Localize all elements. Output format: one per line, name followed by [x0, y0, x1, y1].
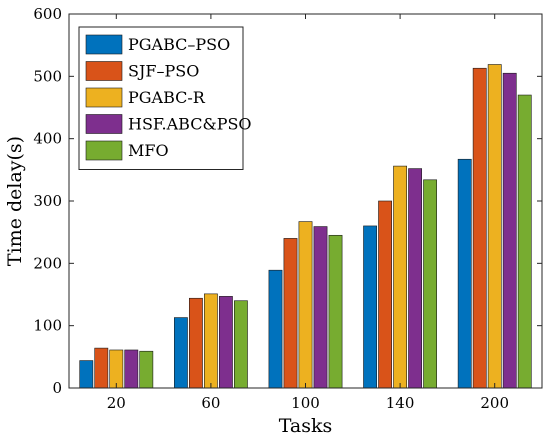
- y-axis-ticks: 0 100 200 300 400 500 600: [33, 5, 542, 397]
- bar: [472, 67, 487, 389]
- bar: [174, 317, 188, 389]
- y-tick-label: 600: [33, 5, 62, 23]
- x-tick-label: 20: [107, 394, 126, 412]
- bar: [189, 297, 203, 389]
- bar: [313, 226, 328, 389]
- bar: [139, 350, 154, 389]
- legend-swatch: [85, 114, 123, 134]
- legend-swatch: [85, 34, 123, 55]
- x-axis-ticks: 20 60 100 140 200: [107, 14, 509, 412]
- y-tick-label: 0: [52, 379, 62, 397]
- bar: [204, 293, 218, 389]
- x-tick-label: 100: [291, 394, 320, 412]
- legend-entry: PGABC-R: [128, 88, 206, 107]
- x-axis-label: Tasks: [279, 415, 333, 437]
- bar: [378, 200, 392, 389]
- y-axis-label: Time delay(s): [4, 136, 26, 266]
- y-tick-label: 200: [33, 254, 62, 272]
- bar: [124, 349, 139, 389]
- legend-swatch: [85, 61, 123, 81]
- x-tick-label: 200: [480, 394, 509, 412]
- bar: [363, 225, 377, 389]
- y-tick-label: 100: [33, 317, 62, 335]
- y-tick-label: 300: [33, 192, 62, 210]
- bars-group: [79, 64, 532, 389]
- bar: [94, 347, 109, 389]
- bar: [393, 165, 407, 389]
- bar: [408, 168, 422, 389]
- legend-swatch: [85, 140, 123, 161]
- bar: [109, 349, 124, 389]
- bar: [502, 72, 517, 389]
- bar: [79, 360, 94, 389]
- y-tick-label: 500: [33, 67, 62, 85]
- bar: [517, 94, 532, 389]
- legend-entry: HSF.ABC&PSO: [128, 115, 252, 134]
- bar: [298, 221, 313, 389]
- bar: [283, 238, 298, 389]
- bar: [457, 158, 472, 389]
- x-tick-label: 60: [201, 394, 220, 412]
- legend: PGABC–PSO SJF–PSO PGABC-R HSF.ABC&PSO MFO: [78, 26, 252, 170]
- bar: [423, 179, 437, 389]
- bar: [268, 269, 283, 389]
- bar: [219, 296, 233, 389]
- y-tick-label: 400: [33, 130, 62, 148]
- legend-entry: SJF–PSO: [128, 62, 199, 81]
- legend-entry: PGABC–PSO: [128, 35, 230, 54]
- plot-area-frame: [68, 13, 543, 389]
- x-tick-label: 140: [386, 394, 415, 412]
- legend-entry: MFO: [128, 141, 169, 160]
- legend-swatch: [85, 87, 123, 108]
- bar: [328, 234, 343, 389]
- bar: [487, 64, 502, 389]
- bar: [234, 300, 248, 389]
